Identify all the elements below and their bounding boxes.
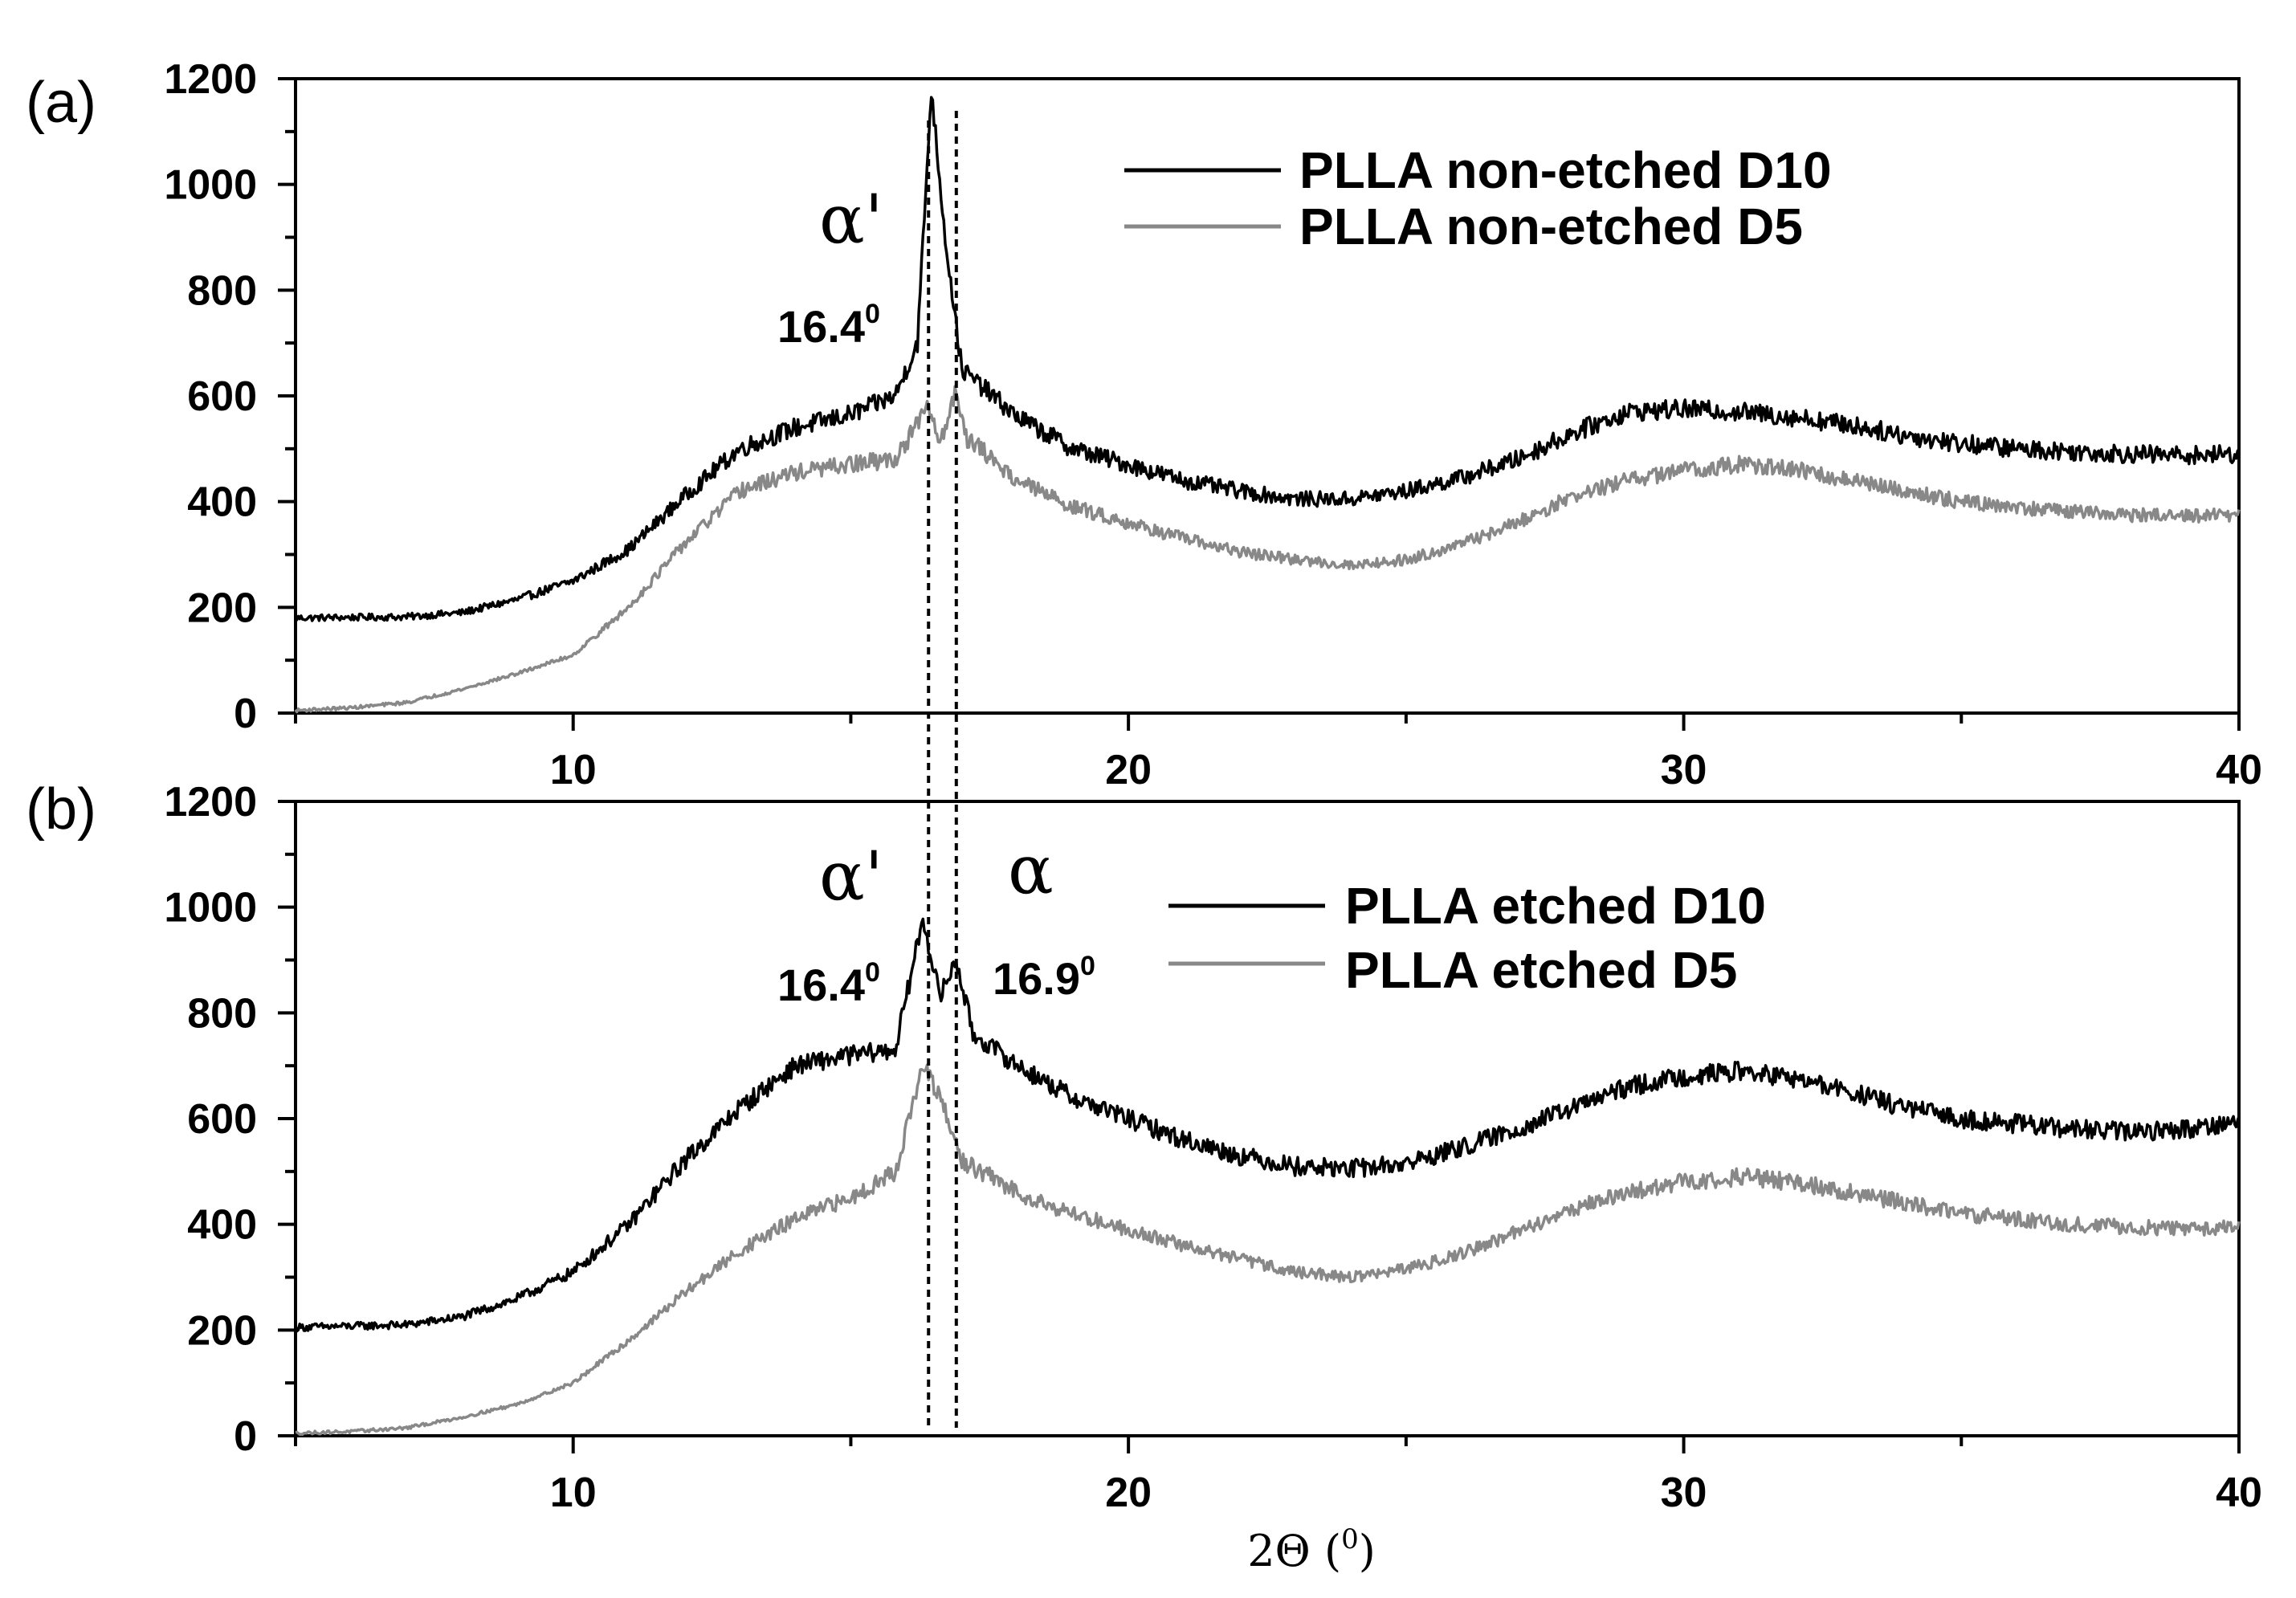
panel-a-label: (a) [26,71,96,135]
panel-b-ticks [278,800,2241,1453]
peak-value-alpha-prime-b: 16.40 [777,957,880,1010]
x-tick-label: 20 [1105,747,1152,793]
x-tick-label: 10 [550,1470,597,1516]
y-tick-label: 1200 [164,56,257,103]
alpha-prime-symbol-b: α' [819,837,883,915]
y-tick-label: 600 [187,1096,257,1143]
alpha-symbol-b: α [1008,830,1054,909]
y-tick-label: 1000 [164,885,257,931]
y-tick-label: 0 [234,691,257,737]
x-axis-title: 2Θ (0) [1247,1523,1376,1576]
panel-b-legend: PLLA etched D10 PLLA etched D5 [1168,877,1766,999]
panel-a-ticks [278,77,2241,731]
legend-b-d10-label: PLLA etched D10 [1345,877,1766,935]
y-tick-label: 1200 [164,779,257,825]
panel-a-series [294,96,2241,714]
series-line-d5 [295,1063,2241,1437]
y-tick-label: 1000 [164,162,257,209]
y-tick-label: 200 [187,585,257,631]
panel-b-label: (b) [26,777,96,842]
x-tick-label: 20 [1105,1470,1152,1516]
peak-reference-lines [927,111,958,1428]
x-tick-label: 40 [2216,1470,2262,1516]
panel-a-frame [294,77,2241,715]
panel-b-series [294,917,2241,1437]
y-tick-label: 800 [187,267,257,314]
panel-a-legend: PLLA non-etched D10 PLLA non-etched D5 [1124,141,1832,255]
series-line-d10 [294,917,2241,1333]
y-tick-label: 800 [187,990,257,1037]
y-tick-label: 400 [187,479,257,526]
x-tick-label: 30 [1661,1470,1707,1516]
x-tick-label: 30 [1661,747,1707,793]
y-tick-label: 400 [187,1202,257,1249]
peak-value-alpha-b: 16.90 [993,951,1095,1004]
series-line-d5 [294,385,2241,714]
y-tick-label: 0 [234,1413,257,1460]
legend-a-d10-label: PLLA non-etched D10 [1299,141,1832,199]
legend-a-d5-label: PLLA non-etched D5 [1299,198,1803,255]
y-tick-label: 600 [187,373,257,420]
legend-b-d5-label: PLLA etched D5 [1345,941,1737,999]
x-tick-label: 10 [550,747,597,793]
y-tick-label: 200 [187,1307,257,1354]
x-tick-label: 40 [2216,747,2262,793]
alpha-prime-symbol-a: α' [819,180,883,259]
peak-value-a: 16.40 [777,299,880,352]
series-line-d10 [294,96,2241,622]
